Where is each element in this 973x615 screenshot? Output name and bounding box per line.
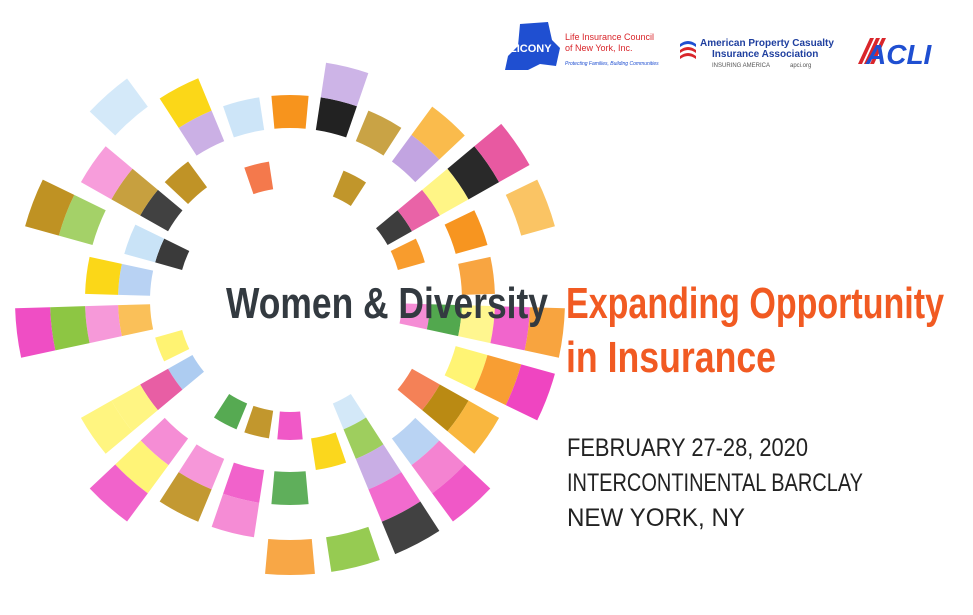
licony-mark: LICONY bbox=[510, 43, 552, 55]
burst-block bbox=[178, 110, 225, 156]
burst-block bbox=[155, 330, 190, 362]
burst-block bbox=[390, 238, 425, 270]
headline-right: Expanding Opportunity bbox=[566, 279, 944, 328]
burst-block bbox=[381, 501, 440, 555]
burst-block bbox=[140, 417, 189, 466]
burst-block bbox=[111, 384, 158, 432]
apcia-logo: American Property Casualty Insurance Ass… bbox=[680, 38, 834, 69]
apcia-tagline: INSURING AMERICA bbox=[712, 63, 770, 69]
burst-block bbox=[315, 97, 357, 138]
burst-block bbox=[458, 305, 495, 344]
burst-block bbox=[391, 134, 440, 183]
burst-block bbox=[444, 346, 488, 390]
burst-block bbox=[164, 161, 208, 205]
burst-block bbox=[223, 462, 265, 503]
burst-block bbox=[332, 170, 367, 206]
burst-block bbox=[211, 493, 260, 538]
burst-block bbox=[50, 306, 90, 351]
burst-block bbox=[244, 161, 274, 195]
burst-block bbox=[490, 306, 530, 351]
burst-block bbox=[168, 355, 204, 390]
apcia-url: apci.org bbox=[790, 63, 811, 69]
burst-block bbox=[376, 210, 412, 245]
burst-block bbox=[422, 168, 469, 216]
radial-burst bbox=[15, 62, 565, 575]
burst-block bbox=[505, 179, 555, 236]
licony-tagline: Protecting Families, Building Communitie… bbox=[565, 61, 659, 67]
burst-block bbox=[399, 303, 430, 330]
burst-block bbox=[524, 307, 565, 358]
flag-stripe bbox=[680, 47, 696, 53]
apcia-name: American Property Casualty bbox=[700, 38, 834, 49]
burst-block bbox=[411, 106, 465, 160]
burst-block bbox=[326, 526, 380, 572]
burst-block bbox=[444, 210, 488, 254]
licony-name: Life Insurance Council bbox=[565, 32, 654, 42]
event-venue: INTERCONTINENTAL BARCLAY bbox=[567, 469, 863, 497]
licony-logo: LICONY Life Insurance Council of New Yor… bbox=[505, 22, 659, 70]
burst-block bbox=[447, 400, 500, 454]
ny-state-shape bbox=[505, 22, 560, 70]
burst-block bbox=[391, 417, 440, 466]
acli-stripes bbox=[858, 38, 886, 64]
flag-stripe bbox=[680, 41, 696, 47]
headline-left: Women & Diversity bbox=[226, 279, 548, 328]
burst-block bbox=[89, 464, 148, 522]
burst-block bbox=[58, 194, 106, 245]
burst-block bbox=[432, 464, 491, 522]
burst-block bbox=[80, 400, 133, 454]
burst-block bbox=[311, 432, 347, 471]
burst-block bbox=[223, 97, 265, 138]
burst-block bbox=[271, 471, 309, 506]
burst-block bbox=[355, 110, 402, 156]
burst-block bbox=[115, 440, 169, 494]
burst-block bbox=[505, 364, 555, 421]
apcia-name: Insurance Association bbox=[712, 49, 818, 60]
acli-mark: ACLI bbox=[865, 39, 933, 70]
burst-block bbox=[411, 440, 465, 494]
burst-block bbox=[15, 307, 56, 358]
burst-block bbox=[355, 444, 402, 490]
event-city: NEW YORK, NY bbox=[567, 504, 745, 532]
burst-block bbox=[320, 62, 369, 107]
event-date: FEBRUARY 27-28, 2020 bbox=[567, 434, 808, 462]
burst-block bbox=[474, 123, 530, 183]
burst-block bbox=[474, 355, 522, 406]
burst-block bbox=[397, 189, 440, 232]
burst-block bbox=[155, 238, 190, 270]
burst-block bbox=[426, 304, 462, 337]
burst-block bbox=[25, 179, 75, 236]
burst-block bbox=[124, 224, 165, 263]
burst-block bbox=[140, 189, 183, 232]
burst-block bbox=[213, 394, 248, 430]
burst-block bbox=[244, 405, 274, 439]
burst-block bbox=[447, 146, 500, 200]
burst-block bbox=[277, 411, 303, 440]
burst-block bbox=[397, 368, 440, 411]
burst-block bbox=[85, 256, 122, 295]
burst-block bbox=[458, 256, 495, 295]
licony-name: of New York, Inc. bbox=[565, 43, 633, 53]
headline-right: in Insurance bbox=[566, 333, 776, 382]
burst-block bbox=[118, 263, 154, 296]
burst-block bbox=[111, 168, 158, 216]
burst-block bbox=[422, 384, 469, 432]
burst-block bbox=[368, 472, 421, 522]
burst-block bbox=[140, 368, 183, 411]
burst-block bbox=[343, 417, 384, 459]
flag-stripe bbox=[680, 53, 696, 59]
burst-block bbox=[80, 146, 133, 200]
burst-block bbox=[159, 78, 212, 128]
burst-block bbox=[271, 95, 309, 129]
burst-block bbox=[118, 304, 154, 337]
burst-block bbox=[89, 78, 148, 136]
burst-block bbox=[178, 444, 225, 490]
burst-block bbox=[265, 539, 315, 575]
acli-logo: ACLI bbox=[858, 38, 933, 70]
burst-block bbox=[85, 305, 122, 344]
burst-block bbox=[159, 472, 212, 522]
burst-block bbox=[332, 394, 367, 430]
